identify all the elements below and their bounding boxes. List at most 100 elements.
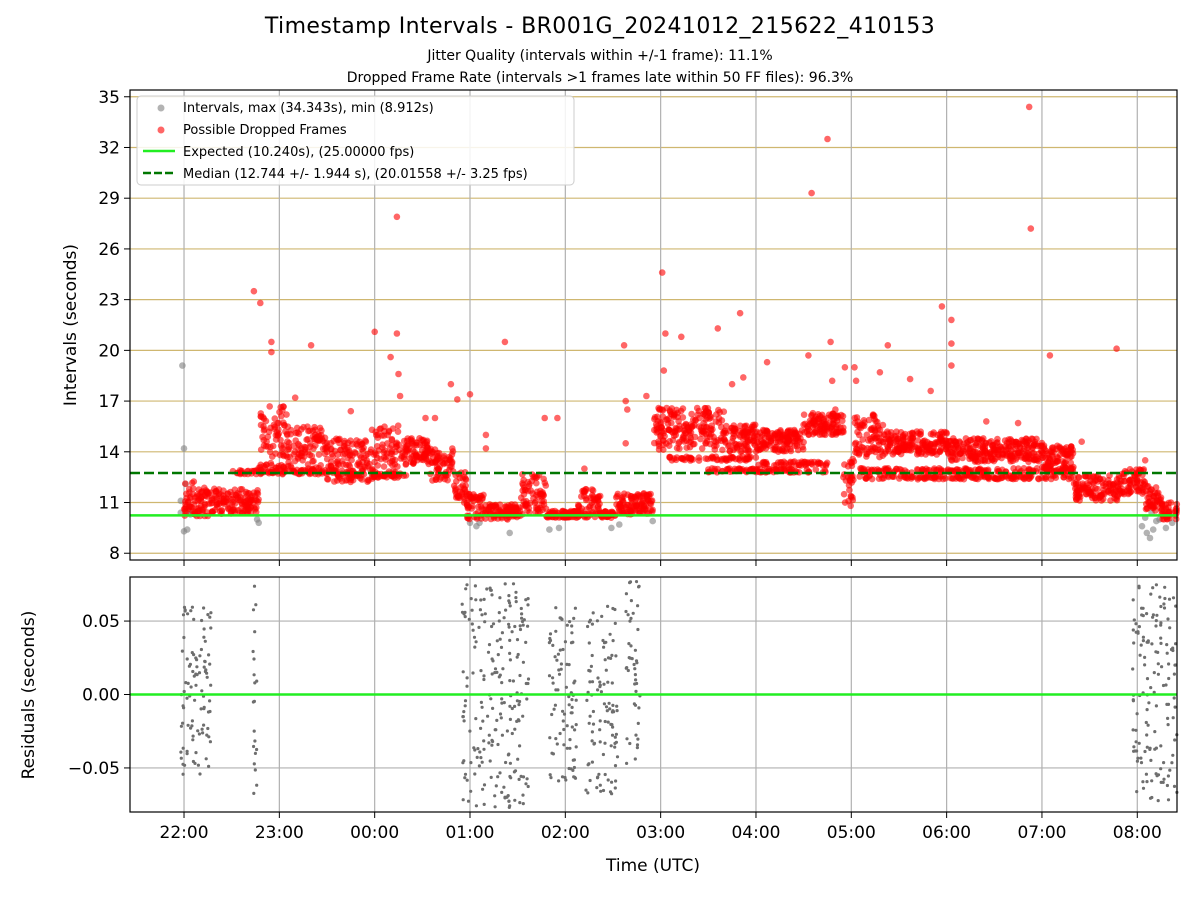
dropped-frame-point	[532, 498, 539, 506]
dropped-frame-point	[264, 433, 272, 441]
dropped-frame-point	[504, 505, 512, 513]
dropped-frame-point	[745, 455, 753, 463]
dropped-frame-point	[706, 412, 714, 420]
dropped-frame-point	[578, 493, 585, 500]
residual-point	[1153, 730, 1157, 734]
residual-point	[1165, 643, 1169, 647]
residual-point	[590, 730, 595, 734]
residual-point	[182, 706, 186, 710]
dropped-frame-point	[408, 435, 415, 442]
dropped-frame-point	[676, 438, 683, 446]
residual-point	[200, 727, 204, 731]
dropped-frame-point	[387, 450, 395, 457]
dropped-frame-point	[257, 299, 264, 307]
residual-point	[636, 737, 640, 741]
dropped-frame-point	[213, 499, 221, 506]
dropped-frame-point	[185, 498, 192, 506]
dropped-frame-point	[828, 377, 836, 385]
dropped-frame-point	[660, 446, 667, 454]
dropped-frame-point	[698, 445, 706, 452]
residual-point	[513, 769, 518, 773]
dropped-frame-point	[671, 411, 678, 419]
dropped-frame-point	[948, 340, 955, 347]
residual-point	[203, 639, 207, 643]
x-tick-label: 08:00	[1113, 823, 1162, 843]
residual-point	[563, 775, 567, 780]
residual-point	[465, 583, 469, 587]
residual-point	[1174, 642, 1178, 646]
dropped-frame-point	[393, 213, 401, 221]
residual-point	[507, 622, 511, 626]
residual-point	[603, 658, 607, 662]
residual-point	[595, 776, 600, 780]
dropped-frame-point	[373, 443, 381, 450]
residual-point	[480, 760, 484, 764]
residual-point	[551, 681, 555, 685]
dropped-frame-point	[1092, 494, 1099, 502]
dropped-frame-point	[906, 439, 913, 447]
dropped-frame-point	[218, 507, 226, 514]
residual-point	[1173, 738, 1177, 742]
residual-point	[634, 580, 639, 584]
residual-point	[511, 679, 515, 683]
residual-point	[252, 744, 256, 749]
dropped-frame-point	[841, 364, 849, 371]
residual-point	[202, 665, 206, 669]
residual-point	[191, 669, 195, 674]
dropped-frame-point	[736, 433, 744, 440]
residual-point	[463, 699, 468, 703]
residual-point	[572, 616, 576, 621]
residual-point	[1154, 746, 1158, 750]
residual-point	[194, 683, 198, 687]
residual-point	[463, 704, 467, 708]
residual-point	[1162, 606, 1167, 610]
dropped-frame-point	[895, 438, 903, 446]
residual-point	[487, 643, 492, 647]
residual-point	[570, 624, 574, 628]
top-y-tick-label: 20	[98, 341, 120, 361]
dropped-frame-point	[681, 456, 689, 464]
dropped-frame-point	[840, 473, 847, 481]
dropped-frame-point	[948, 316, 955, 324]
residual-point	[205, 733, 209, 737]
residual-point	[495, 718, 499, 723]
x-tick-label: 01:00	[445, 823, 494, 843]
dropped-frame-point	[372, 428, 380, 436]
residual-point	[569, 641, 574, 645]
dropped-frame-point	[260, 423, 267, 430]
residual-point	[209, 611, 213, 615]
residual-point	[505, 795, 509, 799]
dropped-frame-point	[708, 465, 716, 472]
dropped-frame-point	[387, 353, 394, 361]
residual-point	[1141, 614, 1145, 618]
dropped-frame-point	[1088, 485, 1096, 493]
residual-point	[195, 665, 199, 669]
residual-point	[556, 652, 561, 656]
dropped-frame-point	[323, 448, 331, 456]
dropped-frame-point	[1126, 477, 1133, 484]
dropped-frame-point	[1144, 505, 1151, 512]
dropped-frame-point	[719, 446, 726, 454]
residual-point	[181, 772, 185, 776]
residual-point	[606, 604, 610, 609]
residual-point	[567, 695, 571, 699]
residual-point	[1139, 761, 1144, 765]
residual-point	[1156, 672, 1160, 676]
dropped-frame-point	[594, 503, 602, 511]
residual-point	[1156, 662, 1160, 666]
dropped-frame-point	[931, 474, 938, 481]
residual-point	[479, 756, 483, 760]
residual-point	[524, 782, 528, 786]
x-tick-label: 02:00	[541, 823, 590, 843]
dropped-frame-point	[966, 455, 973, 463]
residual-point	[252, 673, 256, 677]
residual-point	[625, 761, 629, 766]
dropped-frame-point	[985, 475, 993, 483]
residual-point	[1159, 641, 1163, 646]
residual-point	[487, 741, 491, 745]
residual-point	[609, 656, 613, 661]
dropped-frame-point	[356, 452, 364, 459]
dropped-frame-point	[274, 419, 281, 427]
residual-point	[1154, 704, 1158, 708]
residual-point	[208, 699, 212, 703]
